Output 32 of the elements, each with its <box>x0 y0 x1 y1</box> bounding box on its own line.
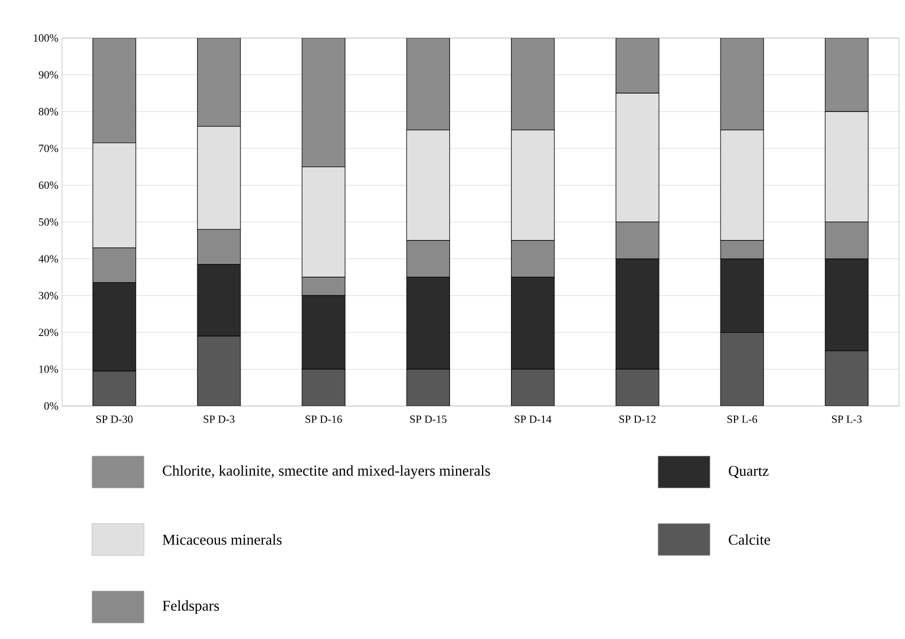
y-tick-label: 100% <box>34 34 58 42</box>
bar <box>406 38 450 130</box>
y-tick-label: 90% <box>38 71 58 79</box>
legend-label: Feldspars <box>162 600 219 614</box>
x-tick-label: SP D-3 <box>204 416 234 423</box>
bar <box>616 38 660 94</box>
x-tick-label: SP L-3 <box>832 416 862 423</box>
x-tick-label: SP D-30 <box>96 416 133 423</box>
legend-label: Micaceous minerals <box>162 534 282 545</box>
bar <box>720 38 764 130</box>
legend-label: Calcite <box>728 534 770 545</box>
legend-label: Quartz <box>728 466 768 478</box>
y-tick-label: 60% <box>38 181 58 189</box>
x-tick-label: SP D-12 <box>619 416 656 423</box>
y-tick-label: 40% <box>38 255 58 263</box>
x-tick-label: SP D-16 <box>306 416 342 423</box>
y-tick-label: 50% <box>39 218 58 226</box>
bar <box>197 38 241 127</box>
x-tick-label: SP L-6 <box>727 416 758 423</box>
y-tick-label: 10% <box>39 365 58 373</box>
legend-label: Chlorite, kaolinite, smectite and mixed-layers minerals <box>162 465 490 479</box>
bar <box>92 38 136 144</box>
y-tick-label: 30% <box>38 292 58 300</box>
bar <box>511 38 555 130</box>
bar <box>824 38 868 112</box>
y-tick-label: 70% <box>39 144 58 152</box>
y-tick-label: 20% <box>38 328 58 336</box>
y-tick-label: 80% <box>38 108 58 116</box>
y-tick-label: 0% <box>44 402 58 410</box>
x-tick-label: SP D-15 <box>410 416 446 423</box>
bar <box>302 38 346 168</box>
x-tick-label: SP D-14 <box>514 416 552 423</box>
